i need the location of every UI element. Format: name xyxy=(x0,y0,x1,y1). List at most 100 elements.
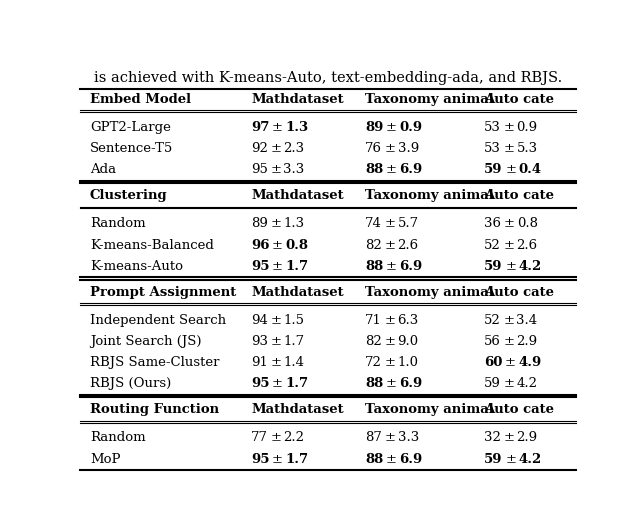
Text: 0.9: 0.9 xyxy=(399,121,422,134)
Text: Auto cate: Auto cate xyxy=(484,190,554,202)
Text: 2.2: 2.2 xyxy=(284,431,305,445)
Text: Auto cate: Auto cate xyxy=(484,286,554,299)
Text: ±: ± xyxy=(271,356,282,369)
Text: 4.2: 4.2 xyxy=(518,260,541,273)
Text: ±: ± xyxy=(272,378,283,390)
Text: 93: 93 xyxy=(251,335,268,348)
Text: 91: 91 xyxy=(251,356,268,369)
Text: Independent Search: Independent Search xyxy=(90,314,226,327)
Text: 94: 94 xyxy=(251,314,268,327)
Text: 0.9: 0.9 xyxy=(516,121,538,134)
Text: 1.5: 1.5 xyxy=(284,314,305,327)
Text: ±: ± xyxy=(271,314,282,327)
Text: ±: ± xyxy=(272,121,283,134)
Text: 2.9: 2.9 xyxy=(516,335,538,348)
Text: Taxonomy animal: Taxonomy animal xyxy=(365,93,494,106)
Text: 88: 88 xyxy=(365,260,383,273)
Text: 6.3: 6.3 xyxy=(397,314,419,327)
Text: 92: 92 xyxy=(251,142,268,155)
Text: 2.9: 2.9 xyxy=(516,431,538,445)
Text: 88: 88 xyxy=(365,453,383,466)
Text: Taxonomy animal: Taxonomy animal xyxy=(365,403,494,416)
Text: ±: ± xyxy=(386,260,397,273)
Text: ±: ± xyxy=(504,335,515,348)
Text: 0.8: 0.8 xyxy=(285,239,308,251)
Text: Mathdataset: Mathdataset xyxy=(251,286,344,299)
Text: ±: ± xyxy=(271,142,282,155)
Text: Random: Random xyxy=(90,431,145,445)
Text: 3.3: 3.3 xyxy=(397,431,419,445)
Text: 59: 59 xyxy=(484,453,503,466)
Text: ±: ± xyxy=(271,431,282,445)
Text: Random: Random xyxy=(90,217,145,230)
Text: Sentence-T5: Sentence-T5 xyxy=(90,142,173,155)
Text: Auto cate: Auto cate xyxy=(484,93,554,106)
Text: ±: ± xyxy=(385,217,396,230)
Text: is achieved with K-means-Auto, text-embedding-ada, and RBJS.: is achieved with K-means-Auto, text-embe… xyxy=(94,71,562,85)
Text: ±: ± xyxy=(386,453,397,466)
Text: ±: ± xyxy=(272,239,283,251)
Text: 6.9: 6.9 xyxy=(399,260,422,273)
Text: 89: 89 xyxy=(251,217,268,230)
Text: 77: 77 xyxy=(251,431,268,445)
Text: 60: 60 xyxy=(484,356,502,369)
Text: K-means-Balanced: K-means-Balanced xyxy=(90,239,214,251)
Text: ±: ± xyxy=(385,356,396,369)
Text: Prompt Assignment: Prompt Assignment xyxy=(90,286,236,299)
Text: 3.3: 3.3 xyxy=(284,164,305,176)
Text: Embed Model: Embed Model xyxy=(90,93,191,106)
Text: 97: 97 xyxy=(251,121,269,134)
Text: 1.0: 1.0 xyxy=(397,356,419,369)
Text: 3.9: 3.9 xyxy=(397,142,419,155)
Text: Ada: Ada xyxy=(90,164,116,176)
Text: 71: 71 xyxy=(365,314,382,327)
Text: GPT2-Large: GPT2-Large xyxy=(90,121,171,134)
Text: ±: ± xyxy=(271,164,282,176)
Text: ±: ± xyxy=(504,142,515,155)
Text: ±: ± xyxy=(385,239,396,251)
Text: 82: 82 xyxy=(365,335,382,348)
Text: 1.4: 1.4 xyxy=(284,356,305,369)
Text: 1.7: 1.7 xyxy=(285,378,308,390)
Text: 74: 74 xyxy=(365,217,382,230)
Text: ±: ± xyxy=(386,164,397,176)
Text: 76: 76 xyxy=(365,142,382,155)
Text: Clustering: Clustering xyxy=(90,190,168,202)
Text: 1.3: 1.3 xyxy=(284,217,305,230)
Text: 95: 95 xyxy=(251,453,269,466)
Text: 96: 96 xyxy=(251,239,269,251)
Text: ±: ± xyxy=(386,378,397,390)
Text: Mathdataset: Mathdataset xyxy=(251,93,344,106)
Text: Routing Function: Routing Function xyxy=(90,403,219,416)
Text: ±: ± xyxy=(386,121,397,134)
Text: 88: 88 xyxy=(365,164,383,176)
Text: ±: ± xyxy=(271,217,282,230)
Text: 53: 53 xyxy=(484,142,501,155)
Text: 59: 59 xyxy=(484,378,501,390)
Text: 52: 52 xyxy=(484,314,501,327)
Text: 2.3: 2.3 xyxy=(284,142,305,155)
Text: 88: 88 xyxy=(365,378,383,390)
Text: MoP: MoP xyxy=(90,453,120,466)
Text: 4.9: 4.9 xyxy=(518,356,541,369)
Text: 6.9: 6.9 xyxy=(399,164,422,176)
Text: ±: ± xyxy=(505,164,516,176)
Text: ±: ± xyxy=(505,260,516,273)
Text: ±: ± xyxy=(504,431,515,445)
Text: 82: 82 xyxy=(365,239,382,251)
Text: Auto cate: Auto cate xyxy=(484,403,554,416)
Text: 52: 52 xyxy=(484,239,501,251)
Text: ±: ± xyxy=(385,335,396,348)
Text: 89: 89 xyxy=(365,121,383,134)
Text: 5.7: 5.7 xyxy=(397,217,419,230)
Text: 59: 59 xyxy=(484,164,503,176)
Text: Mathdataset: Mathdataset xyxy=(251,190,344,202)
Text: 32: 32 xyxy=(484,431,501,445)
Text: Taxonomy animal: Taxonomy animal xyxy=(365,286,494,299)
Text: 95: 95 xyxy=(251,164,268,176)
Text: ±: ± xyxy=(505,453,516,466)
Text: 0.4: 0.4 xyxy=(518,164,541,176)
Text: 72: 72 xyxy=(365,356,382,369)
Text: 9.0: 9.0 xyxy=(397,335,419,348)
Text: 1.3: 1.3 xyxy=(285,121,308,134)
